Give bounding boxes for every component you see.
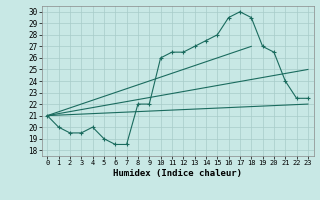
X-axis label: Humidex (Indice chaleur): Humidex (Indice chaleur) <box>113 169 242 178</box>
